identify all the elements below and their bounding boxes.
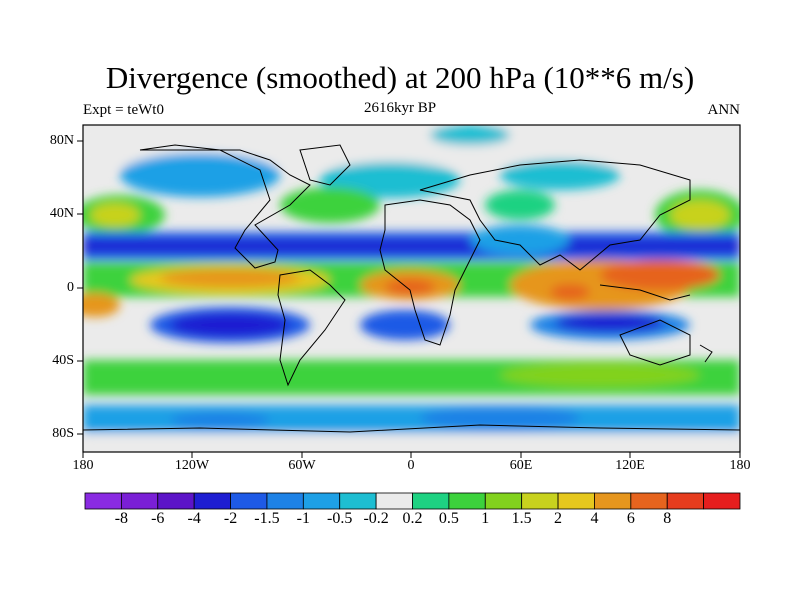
colorbar-swatch	[594, 492, 632, 510]
colorbar-swatch	[703, 492, 741, 510]
colorbar-swatch	[266, 492, 304, 510]
colorbar-swatch	[157, 492, 195, 510]
lon-label-60e: 60E	[509, 458, 533, 473]
colorbar-label: 1.5	[511, 510, 532, 527]
colorbar-label: -8	[114, 510, 129, 527]
divergence-field	[83, 125, 740, 452]
lat-label-80n: 80N	[49, 133, 74, 148]
lon-label-180e: 180	[729, 458, 751, 473]
colorbar-swatch	[193, 492, 231, 510]
experiment-label: Expt = teWt0	[83, 102, 164, 118]
lat-label-40n: 40N	[49, 206, 74, 221]
season-label: ANN	[707, 102, 741, 118]
colorbar-label: 4	[590, 510, 599, 527]
colorbar-label: 0.5	[438, 510, 459, 527]
colorbar	[84, 492, 741, 510]
colorbar-swatch	[339, 492, 377, 510]
colorbar-label: 0.2	[402, 510, 423, 527]
time-label: 2616kyr BP	[363, 100, 437, 116]
colorbar-label: 6	[626, 510, 635, 527]
colorbar-label: -1	[296, 510, 310, 527]
lat-label-40s: 40S	[52, 353, 74, 368]
colorbar-label: 1	[481, 510, 490, 527]
colorbar-label: -0.2	[363, 510, 389, 527]
colorbar-swatch	[521, 492, 559, 510]
colorbar-swatch	[120, 492, 159, 510]
colorbar-swatch	[484, 492, 523, 510]
colorbar-label: -4	[187, 510, 201, 527]
lon-label-120w: 120W	[174, 458, 210, 473]
axis-ticks	[77, 140, 741, 458]
colorbar-label: -6	[151, 510, 165, 527]
coastlines	[83, 144, 740, 433]
colorbar-label: -0.5	[327, 510, 353, 527]
colorbar-swatch	[557, 492, 595, 510]
lon-label-60w: 60W	[288, 458, 316, 473]
lon-label-0: 0	[407, 458, 415, 473]
colorbar-swatch	[448, 492, 486, 510]
colorbar-label: -2	[223, 510, 238, 527]
colorbar-label: -1.5	[254, 510, 280, 527]
colorbar-swatch	[666, 492, 705, 510]
colorbar-swatch	[412, 492, 450, 510]
colorbar-label: 8	[663, 510, 672, 527]
colorbar-swatch	[230, 492, 268, 510]
lat-label-0: 0	[67, 280, 74, 295]
colorbar-swatch	[302, 492, 341, 510]
lat-label-80s: 80S	[52, 426, 74, 441]
lon-label-120e: 120E	[615, 458, 645, 473]
colorbar-label: 2	[554, 510, 563, 527]
colorbar-swatch	[630, 492, 668, 510]
colorbar-swatch	[84, 492, 122, 510]
plot-title: Divergence (smoothed) at 200 hPa (10**6 …	[105, 60, 695, 95]
lon-label-180w: 180	[72, 458, 94, 473]
colorbar-swatch	[375, 492, 413, 510]
